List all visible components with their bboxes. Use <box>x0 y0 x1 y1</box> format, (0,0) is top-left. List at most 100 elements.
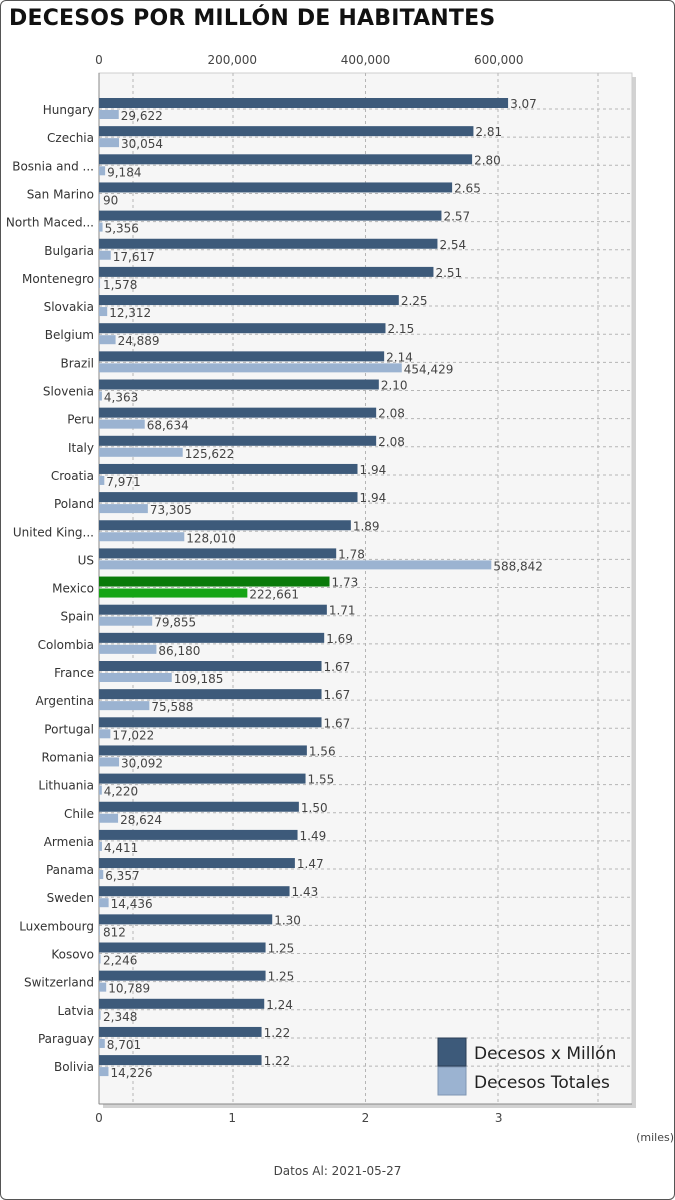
bar-value-label-total: 17,617 <box>113 250 155 264</box>
top-axis-tick-label: 200,000 <box>207 53 257 67</box>
category-label: Portugal <box>44 722 94 736</box>
bar-decesos-x-millon <box>99 942 266 953</box>
bar-value-label-rate: 1.89 <box>353 519 380 533</box>
bar-value-label-total: 109,185 <box>174 672 224 686</box>
bar-value-label-total: 10,789 <box>108 982 150 996</box>
bar-value-label-total: 125,622 <box>185 447 235 461</box>
bar-decesos-x-millon <box>99 745 307 756</box>
bar-value-label-rate: 2.51 <box>435 266 462 280</box>
legend-label-rate: Decesos x Millón <box>474 1044 616 1064</box>
bar-decesos-totales <box>99 644 157 654</box>
bar-decesos-x-millon <box>99 576 330 587</box>
category-label: Armenia <box>44 835 94 849</box>
category-label: Paraguay <box>38 1032 94 1046</box>
legend-swatch-total <box>437 1066 467 1096</box>
bar-value-label-rate: 2.08 <box>378 435 405 449</box>
bar-value-label-total: 90 <box>103 193 118 207</box>
bar-decesos-x-millon <box>99 661 322 671</box>
bar-value-label-rate: 1.49 <box>300 829 327 843</box>
category-label: Belgium <box>45 328 94 342</box>
bar-decesos-totales <box>99 194 100 204</box>
category-label: North Maced... <box>6 216 94 230</box>
bar-value-label-total: 28,624 <box>120 813 162 827</box>
bar-decesos-x-millon <box>99 548 337 559</box>
bar-decesos-x-millon <box>99 463 358 474</box>
bar-value-label-rate: 2.80 <box>474 153 501 167</box>
bar-value-label-rate: 2.08 <box>378 407 405 421</box>
bar-decesos-x-millon <box>99 154 473 165</box>
bar-decesos-x-millon <box>99 773 306 784</box>
bar-value-label-total: 73,305 <box>150 503 192 517</box>
bar-decesos-x-millon <box>99 970 266 981</box>
category-label: Italy <box>68 441 94 455</box>
bar-decesos-totales <box>99 532 185 542</box>
category-label: Poland <box>54 497 94 511</box>
bar-value-label-rate: 1.71 <box>329 604 356 618</box>
bar-decesos-totales <box>99 757 120 767</box>
bar-value-label-total: 128,010 <box>186 531 236 545</box>
bar-decesos-totales <box>99 982 107 992</box>
bar-value-label-total: 24,889 <box>118 334 160 348</box>
bar-value-label-rate: 1.94 <box>360 491 387 505</box>
bar-value-label-rate: 2.25 <box>401 294 428 308</box>
bar-decesos-totales <box>99 1067 109 1077</box>
bar-decesos-totales <box>99 307 108 317</box>
bar-decesos-totales <box>99 1010 101 1020</box>
bar-decesos-totales <box>99 363 402 373</box>
bar-decesos-totales <box>99 954 101 964</box>
bar-decesos-x-millon <box>99 886 290 897</box>
bar-decesos-x-millon <box>99 98 509 108</box>
bar-decesos-x-millon <box>99 351 385 362</box>
bar-decesos-totales <box>99 335 116 345</box>
bar-value-label-total: 4,411 <box>104 841 138 855</box>
bar-value-label-total: 812 <box>103 925 126 939</box>
bar-decesos-x-millon <box>99 858 295 869</box>
bar-decesos-totales <box>99 278 101 288</box>
category-label: Chile <box>64 807 94 821</box>
bar-decesos-x-millon <box>99 492 358 503</box>
bar-value-label-rate: 1.22 <box>264 1054 291 1068</box>
bar-value-label-rate: 1.24 <box>266 998 293 1012</box>
bar-value-label-rate: 1.67 <box>324 660 351 674</box>
category-label: Brazil <box>61 356 95 370</box>
bar-value-label-rate: 1.55 <box>308 773 335 787</box>
bar-decesos-x-millon <box>99 210 442 221</box>
category-label: Switzerland <box>24 976 94 990</box>
bar-value-label-total: 588,842 <box>493 559 543 573</box>
bar-value-label-total: 68,634 <box>147 419 189 433</box>
bar-value-label-total: 1,578 <box>103 278 137 292</box>
bar-value-label-total: 454,429 <box>404 362 454 376</box>
bar-decesos-totales <box>99 1038 105 1048</box>
bar-value-label-total: 79,855 <box>154 616 196 630</box>
category-label: Czechia <box>47 131 94 145</box>
legend-swatch-rate <box>437 1037 467 1067</box>
bar-value-label-rate: 1.22 <box>264 1026 291 1040</box>
bar-decesos-totales <box>99 729 111 739</box>
bar-decesos-totales <box>99 785 102 795</box>
bar-decesos-totales <box>99 447 183 457</box>
bar-decesos-x-millon <box>99 266 434 277</box>
bar-decesos-totales <box>99 138 120 148</box>
bar-value-label-total: 75,588 <box>151 700 193 714</box>
bar-decesos-totales <box>99 616 153 626</box>
bar-decesos-x-millon <box>99 295 399 306</box>
bottom-axis-unit-label: (miles) <box>636 1131 674 1144</box>
bar-decesos-totales <box>99 110 119 119</box>
bar-value-label-total: 4,363 <box>104 391 138 405</box>
bar-value-label-rate: 1.94 <box>360 463 387 477</box>
bar-decesos-totales <box>99 560 492 570</box>
bar-decesos-x-millon <box>99 1026 262 1037</box>
bar-decesos-x-millon <box>99 520 351 531</box>
bar-decesos-totales <box>99 701 150 711</box>
bar-value-label-total: 14,226 <box>110 1066 152 1080</box>
bar-value-label-rate: 1.25 <box>268 970 295 984</box>
category-label: Peru <box>67 413 94 427</box>
bar-value-label-rate: 1.56 <box>309 744 336 758</box>
bar-value-label-rate: 2.54 <box>439 238 466 252</box>
bar-decesos-x-millon <box>99 689 322 700</box>
bar-value-label-total: 8,701 <box>107 1038 141 1052</box>
bar-decesos-x-millon <box>99 717 322 728</box>
bar-value-label-rate: 2.57 <box>443 210 470 224</box>
bar-decesos-totales <box>99 475 105 485</box>
category-label: Lithuania <box>38 779 94 793</box>
